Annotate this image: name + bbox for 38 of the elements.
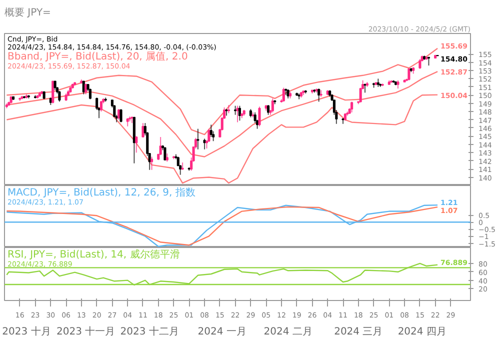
candlestick — [282, 87, 285, 102]
candlestick — [408, 68, 410, 81]
candlestick — [164, 147, 166, 160]
line-series — [6, 94, 438, 184]
candlestick — [208, 128, 210, 142]
candlestick — [159, 136, 162, 156]
candlestick — [271, 98, 274, 113]
candlestick — [318, 88, 320, 102]
candlestick — [135, 136, 138, 154]
candlestick — [100, 100, 102, 112]
candlestick — [258, 106, 261, 127]
x2-tick-label: 2024 三月 — [334, 326, 383, 338]
x2-tick-label: 2024 二月 — [264, 326, 312, 338]
candlestick — [236, 105, 239, 123]
chart-title: 概要 JPY= — [4, 6, 51, 18]
candlestick — [286, 88, 290, 99]
candlestick — [418, 58, 422, 70]
candlestick — [52, 80, 54, 104]
candlestick — [364, 83, 366, 94]
candlestick — [54, 80, 56, 91]
annotation: Bband, JPY=, Bid(Last), 20, 属值, 2.0 — [8, 52, 188, 62]
x2-tick-label: 2023 十二月 — [120, 326, 179, 338]
x2-tick-label: 2023 十月 — [2, 326, 51, 338]
candlestick — [196, 128, 200, 150]
candlestick — [120, 108, 122, 123]
candlestick — [238, 105, 241, 122]
x2-tick-label: 2024 四月 — [398, 326, 446, 338]
candlestick — [203, 138, 206, 150]
x2-tick-label: 2023 十一月 — [56, 326, 116, 338]
candlestick — [58, 90, 61, 102]
candlestick — [150, 156, 154, 170]
candlestick — [254, 112, 256, 124]
candlestick — [350, 101, 354, 113]
annotation: MACD, JPY=, Bid(Last), 12, 26, 9, 指数 — [8, 186, 196, 198]
candlestick — [142, 122, 144, 138]
annotation: RSI, JPY=, Bid(Last), 14, 威尔德平滑 — [8, 248, 180, 260]
x2-tick-label: 2024 一月 — [198, 326, 246, 338]
candlestick — [210, 124, 212, 138]
